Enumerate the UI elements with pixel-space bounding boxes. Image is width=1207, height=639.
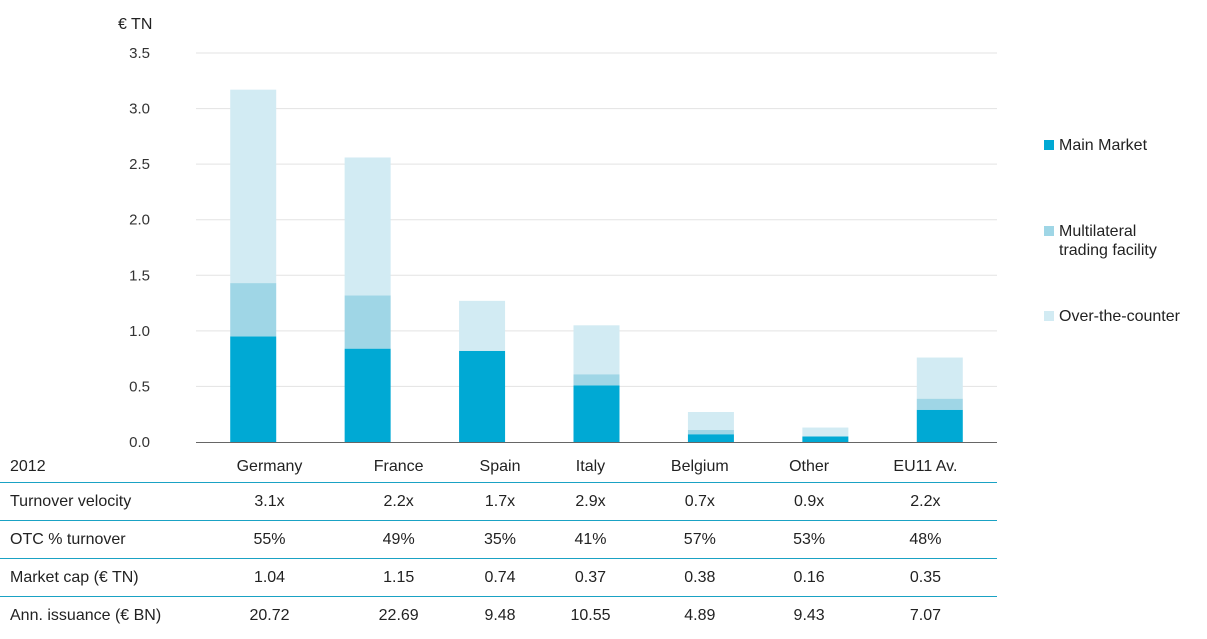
bar-multilateral-trading-facility	[573, 374, 620, 386]
x-tick-label: Germany	[236, 457, 303, 475]
bar-multilateral-trading-facility	[230, 283, 277, 337]
row-label: Market cap (€ TN)	[0, 558, 196, 597]
y-tick-label: 1.5	[129, 267, 150, 284]
legend-swatch	[1044, 226, 1054, 236]
bar-main-market	[802, 436, 849, 442]
table-cell: 2.9x	[545, 482, 636, 521]
bar-main-market	[344, 348, 391, 442]
y-tick-label: 2.5	[129, 156, 150, 173]
bar-over-the-counter	[344, 157, 391, 296]
table-cell: 20.72	[196, 596, 344, 634]
y-tick-label: 0.5	[129, 378, 150, 395]
legend-item: Main Market	[1044, 136, 1147, 155]
table-cell: 0.38	[635, 558, 765, 597]
legend-label: Over-the-counter	[1059, 307, 1180, 326]
row-label: Ann. issuance (€ BN)	[0, 596, 196, 634]
table-cell: 3.1x	[196, 482, 344, 521]
x-tick-label: Italy	[575, 457, 606, 475]
y-tick-label: 3.5	[129, 45, 150, 62]
row-label: OTC % turnover	[0, 520, 196, 559]
bar-main-market	[687, 434, 734, 442]
bar-multilateral-trading-facility	[916, 398, 963, 410]
table-cell: 0.37	[545, 558, 636, 597]
table-cell: 2.2x	[853, 482, 997, 521]
table-cell: 7.07	[853, 596, 997, 634]
legend-label: Multilateral trading facility	[1059, 222, 1157, 260]
bar-over-the-counter	[687, 411, 734, 430]
bar-over-the-counter	[573, 325, 620, 375]
legend-label-line: Over-the-counter	[1059, 308, 1180, 325]
legend-swatch	[1044, 311, 1054, 321]
bar-main-market	[230, 336, 277, 442]
bars	[230, 89, 963, 442]
table-cell: 0.35	[853, 558, 997, 597]
y-axis-unit-label: € TN	[118, 16, 152, 33]
table-cell: 1.15	[343, 558, 455, 597]
bar-main-market	[459, 350, 506, 442]
table-cell: 0.9x	[764, 482, 854, 521]
table-cell: 57%	[635, 520, 765, 559]
x-tick-label: EU11 Av.	[893, 457, 958, 475]
bar-over-the-counter	[802, 427, 849, 437]
year-label: 2012	[10, 457, 46, 475]
table-cell: 49%	[343, 520, 455, 559]
legend-item: Over-the-counter	[1044, 307, 1180, 326]
table-cell: 9.43	[764, 596, 854, 634]
table-cell: 53%	[764, 520, 854, 559]
gridlines	[196, 52, 997, 387]
table-cell: 2.2x	[343, 482, 455, 521]
table-header-row: 2012 Germany France Spain Italy Belgium Other E…	[0, 451, 997, 483]
y-tick-label: 3.0	[129, 101, 150, 118]
x-tick-label: France	[373, 457, 424, 475]
table-row: Ann. issuance (€ BN) 20.72 22.69 9.48 10.55 4…	[0, 596, 997, 634]
bar-over-the-counter	[459, 300, 506, 351]
stacked-bar-chart: € TN 0.0 0.5 1.0 1.5 2.0 2.5 3.0 3.5	[118, 16, 997, 451]
legend-swatch	[1044, 140, 1054, 150]
x-tick-label: Spain	[479, 457, 521, 475]
table-cell: 10.55	[545, 596, 636, 634]
table-cell: 4.89	[635, 596, 765, 634]
table-cell: 0.74	[454, 558, 546, 597]
y-tick-label: 0.0	[129, 434, 150, 451]
table-row: Market cap (€ TN) 1.04 1.15 0.74 0.37 0.38 0.1…	[0, 558, 997, 597]
x-tick-label: Other	[789, 457, 830, 475]
bar-over-the-counter	[230, 89, 277, 284]
x-tick-label: Belgium	[670, 457, 729, 475]
y-tick-label: 2.0	[129, 212, 150, 229]
y-axis-ticks: 0.0 0.5 1.0 1.5 2.0 2.5 3.0 3.5	[129, 45, 150, 451]
row-label: Turnover velocity	[0, 482, 196, 521]
table-cell: 41%	[545, 520, 636, 559]
metrics-table: 2012 Germany France Spain Italy Belgium Other E…	[0, 451, 997, 634]
table-cell: 55%	[196, 520, 344, 559]
y-tick-label: 1.0	[129, 323, 150, 340]
legend-label-line: trading facility	[1059, 242, 1157, 259]
bar-main-market	[573, 385, 620, 442]
table-cell: 0.16	[764, 558, 854, 597]
table-cell: 9.48	[454, 596, 546, 634]
table-cell: 1.7x	[454, 482, 546, 521]
legend-label-line: Multilateral	[1059, 223, 1137, 240]
legend-label: Main Market	[1059, 136, 1147, 155]
legend-label-line: Main Market	[1059, 137, 1148, 154]
table-cell: 35%	[454, 520, 546, 559]
table-cell: 22.69	[343, 596, 455, 634]
table-cell: 48%	[853, 520, 997, 559]
bar-multilateral-trading-facility	[687, 429, 734, 435]
bar-over-the-counter	[916, 357, 963, 399]
table-row: Turnover velocity 3.1x 2.2x 1.7x 2.9x 0.7x 0.9…	[0, 482, 997, 521]
legend-item: Multilateral trading facility	[1044, 222, 1157, 260]
table-row: OTC % turnover 55% 49% 35% 41% 57% 53% 48%	[0, 520, 997, 559]
table-cell: 1.04	[196, 558, 344, 597]
bar-multilateral-trading-facility	[344, 295, 391, 349]
bar-main-market	[916, 409, 963, 442]
table-cell: 0.7x	[635, 482, 765, 521]
